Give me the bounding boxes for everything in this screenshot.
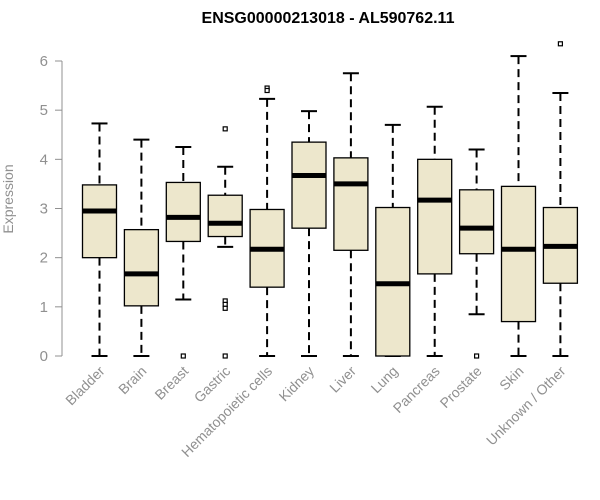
y-tick-label: 0: [40, 348, 48, 365]
x-tick-label: Lung: [368, 363, 401, 396]
outlier-point: [264, 87, 270, 94]
box-pancreas: [417, 105, 453, 357]
box-bladder: [81, 122, 118, 357]
box-gastric: [207, 126, 243, 359]
x-tick-label: Unknown / Other: [483, 363, 569, 449]
box-iqr: [165, 181, 201, 243]
x-tick-label: Kidney: [276, 363, 318, 405]
outlier-point: [474, 353, 480, 359]
x-tick-label: Prostate: [437, 363, 485, 411]
box-lung: [375, 123, 411, 357]
x-tick-label: Bladder: [62, 363, 108, 409]
outlier-point: [557, 41, 564, 47]
outlier-point: [180, 353, 186, 359]
box-brain: [123, 138, 160, 357]
chart-title: ENSG00000213018 - AL590762.11: [202, 10, 455, 27]
y-tick-label: 4: [40, 151, 48, 168]
y-tick-label: 2: [40, 250, 48, 267]
x-tick-label: Pancreas: [390, 363, 443, 416]
box-breast: [165, 146, 201, 359]
x-tick-label: Liver: [326, 363, 359, 396]
box-iqr: [417, 158, 453, 275]
box-kidney: [291, 110, 327, 357]
box-iqr: [81, 184, 118, 259]
y-tick-label: 3: [40, 201, 48, 218]
y-axis: 0 1 2 3 4 5 6: [40, 53, 63, 365]
box-hematopoietic-cells: [249, 85, 285, 357]
box-liver: [333, 72, 369, 357]
box-prostate: [458, 148, 495, 359]
box-unknown-other: [542, 41, 579, 357]
y-tick-label: 1: [40, 299, 48, 316]
outlier-point: [222, 305, 228, 311]
y-axis-label: Expression: [0, 164, 16, 233]
box-iqr: [500, 185, 537, 323]
y-tick-label: 5: [40, 102, 48, 119]
box-iqr: [291, 141, 327, 229]
box-iqr: [123, 228, 160, 307]
outlier-point: [222, 353, 228, 359]
box-iqr: [333, 157, 369, 251]
box-iqr: [207, 194, 243, 238]
box-skin: [500, 55, 537, 357]
box-series: [81, 41, 579, 359]
y-tick-label: 6: [40, 53, 48, 70]
outlier-point: [222, 126, 228, 132]
box-iqr: [458, 189, 495, 255]
x-tick-label: Skin: [496, 363, 527, 394]
x-tick-label: Brain: [115, 363, 149, 397]
x-tick-label: Breast: [151, 363, 191, 403]
